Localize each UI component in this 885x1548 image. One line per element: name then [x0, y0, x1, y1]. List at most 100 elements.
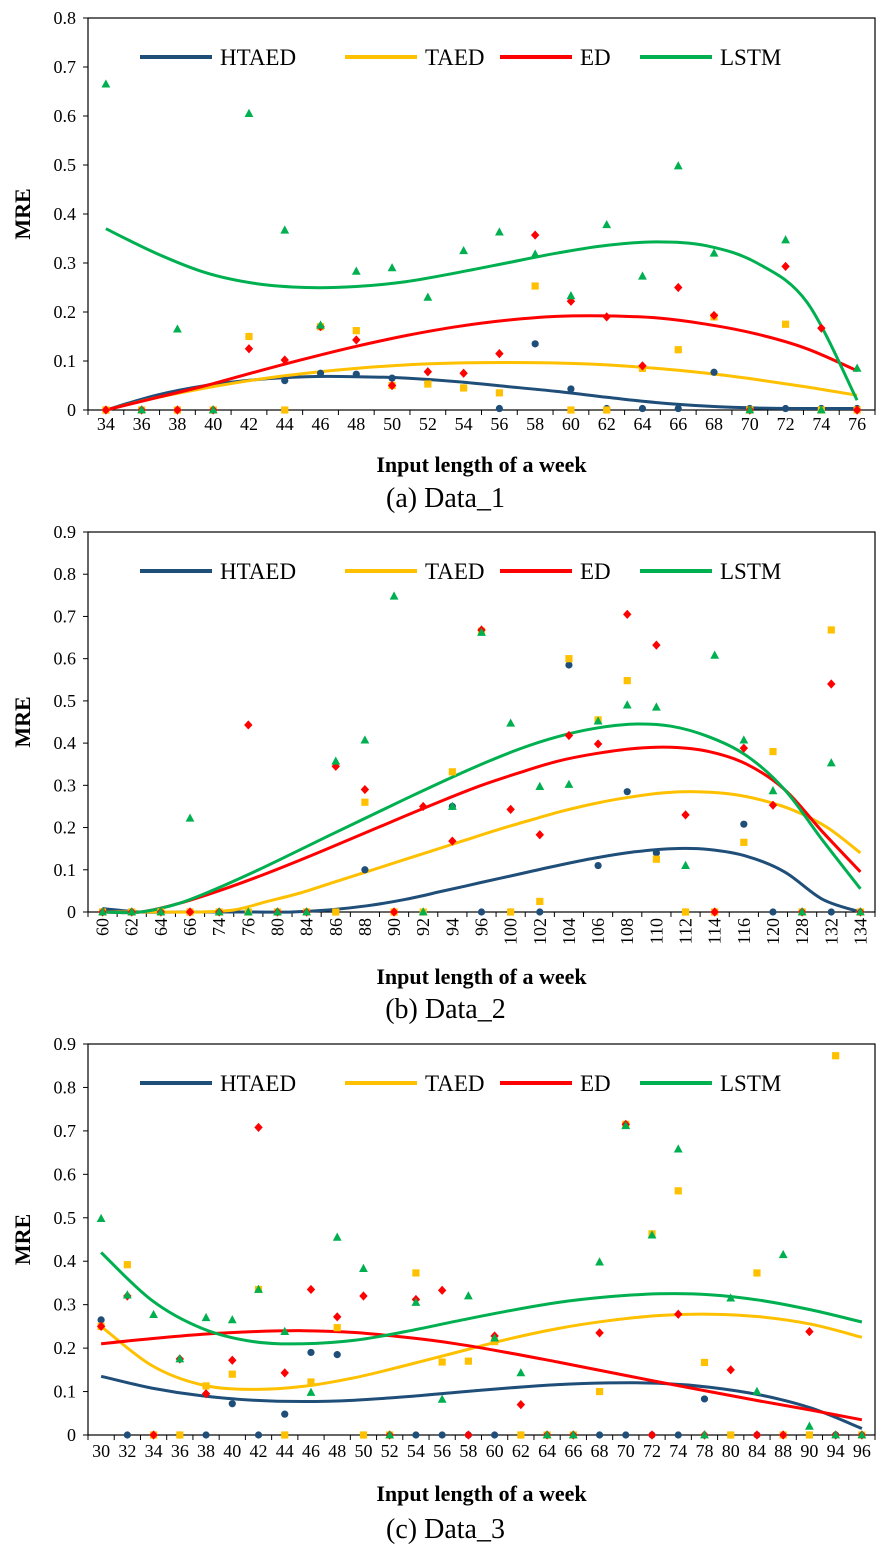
data-point-taed — [567, 406, 575, 414]
data-point-htaed — [740, 820, 748, 828]
data-point-taed — [603, 406, 611, 414]
x-tick-label: 108 — [617, 918, 637, 945]
x-tick-label: 54 — [455, 414, 473, 434]
x-tick-label: 76 — [848, 414, 866, 434]
x-tick-label: 70 — [617, 1441, 635, 1461]
data-point-lstm — [673, 161, 683, 170]
data-point-lstm — [710, 650, 720, 659]
data-point-taed — [424, 380, 432, 388]
data-point-lstm — [595, 1257, 604, 1266]
data-point-lstm — [98, 907, 107, 916]
data-point-lstm — [638, 271, 647, 280]
data-point-lstm — [768, 786, 778, 795]
data-point-ed — [173, 405, 182, 415]
data-point-lstm — [173, 324, 182, 333]
legend-label: LSTM — [720, 45, 781, 70]
data-point-ed — [254, 1122, 263, 1133]
x-tick-label: 64 — [633, 414, 651, 434]
data-point-taed — [536, 897, 544, 906]
x-tick-label: 42 — [250, 1441, 268, 1461]
data-point-ed — [389, 907, 399, 917]
x-tick-label: 68 — [705, 414, 723, 434]
x-tick-label: 38 — [197, 1441, 215, 1461]
data-point-lstm — [564, 779, 574, 788]
data-point-ed — [149, 1430, 158, 1440]
trend-line-htaed — [102, 846, 861, 914]
data-point-lstm — [752, 1386, 762, 1395]
data-point-htaed — [352, 370, 360, 378]
data-point-ed — [360, 784, 370, 795]
trend-line-lstm — [100, 1251, 863, 1346]
y-tick-label: 0.2 — [54, 818, 77, 838]
data-point-htaed — [333, 1351, 341, 1359]
data-point-ed — [423, 367, 433, 377]
data-point-taed — [495, 389, 503, 397]
data-point-ed — [464, 1430, 473, 1440]
data-point-lstm — [359, 1263, 368, 1273]
data-point-taed — [565, 655, 573, 663]
data-point-htaed — [491, 1431, 499, 1439]
data-point-ed — [201, 1389, 211, 1399]
data-point-lstm — [651, 702, 661, 711]
x-tick-label: 104 — [559, 918, 579, 945]
data-point-ed — [437, 1285, 447, 1295]
y-tick-label: 0 — [67, 1425, 76, 1445]
x-tick-label: 54 — [407, 1441, 425, 1461]
x-tick-label: 72 — [643, 1441, 661, 1461]
y-tick-label: 0.8 — [54, 1077, 77, 1097]
data-point-lstm — [389, 591, 399, 600]
data-point-taed — [595, 1387, 604, 1396]
data-point-ed — [228, 1355, 237, 1365]
x-tick-label: 58 — [459, 1441, 477, 1461]
data-point-ed — [566, 296, 576, 306]
data-point-lstm — [700, 1430, 709, 1439]
x-tick-label: 60 — [562, 414, 580, 434]
x-tick-label: 48 — [347, 414, 365, 434]
data-point-ed — [185, 907, 195, 917]
data-point-htaed — [495, 404, 503, 413]
data-point-ed — [681, 810, 690, 820]
x-tick-label: 70 — [741, 414, 759, 434]
legend-label: ED — [580, 1071, 611, 1096]
data-point-taed — [281, 406, 289, 414]
data-point-htaed — [254, 1431, 263, 1439]
y-tick-label: 0.4 — [54, 204, 77, 224]
y-tick-label: 0.9 — [54, 522, 77, 542]
x-tick-label: 106 — [588, 918, 608, 945]
data-point-taed — [674, 1187, 682, 1195]
data-point-htaed — [565, 661, 573, 669]
data-point-lstm — [214, 907, 224, 916]
x-tick-label: 84 — [748, 1441, 766, 1461]
x-tick-label: 74 — [209, 918, 229, 936]
y-tick-label: 0.8 — [54, 564, 77, 584]
data-point-htaed — [97, 1316, 105, 1324]
trend-line-taed — [102, 790, 862, 914]
data-point-ed — [495, 349, 504, 359]
data-point-lstm — [857, 1430, 867, 1439]
data-point-ed — [530, 230, 540, 240]
data-point-lstm — [602, 219, 612, 229]
data-point-htaed — [674, 404, 682, 413]
plot-frame — [87, 531, 876, 913]
y-tick-label: 0.7 — [54, 606, 77, 626]
data-point-taed — [176, 1431, 184, 1439]
x-tick-label: 66 — [564, 1441, 582, 1461]
data-point-lstm — [244, 108, 254, 117]
x-tick-label: 88 — [355, 918, 375, 936]
data-point-lstm — [306, 1387, 316, 1396]
x-tick-label: 102 — [530, 918, 550, 945]
data-point-ed — [387, 380, 397, 391]
data-point-lstm — [185, 813, 195, 822]
x-tick-label: 116 — [734, 918, 754, 944]
data-point-lstm — [302, 907, 312, 916]
data-point-lstm — [477, 627, 486, 636]
data-point-taed — [333, 1324, 341, 1332]
y-axis-title: MRE — [10, 1214, 35, 1265]
x-tick-label: 44 — [276, 414, 294, 434]
x-tick-label: 48 — [328, 1441, 346, 1461]
data-point-ed — [595, 1328, 604, 1338]
x-tick-label: 46 — [312, 414, 330, 434]
data-point-lstm — [831, 1430, 841, 1439]
data-point-lstm — [423, 292, 433, 301]
y-tick-label: 0.3 — [54, 1295, 77, 1315]
